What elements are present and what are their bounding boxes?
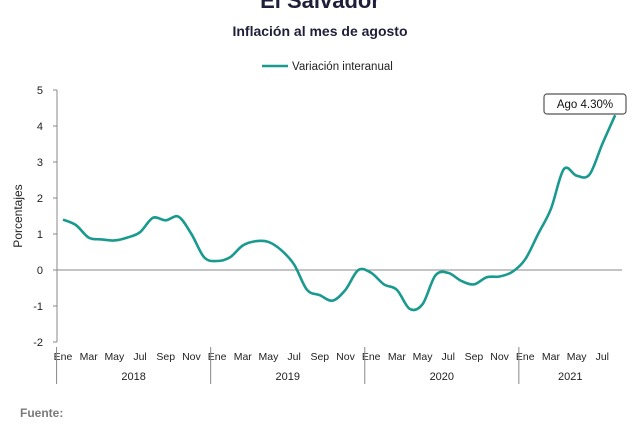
year-label: 2020 bbox=[430, 371, 454, 383]
x-tick-label: Mar bbox=[542, 351, 561, 363]
y-tick-label: 1 bbox=[37, 229, 43, 241]
x-tick-label: Ene bbox=[362, 351, 381, 363]
line-chart: -2 -1 0 1 2 3 4 5 Porcentajes Ene Mar May Jul Sep Nov E… bbox=[11, 61, 627, 384]
chart-title: El Salvador bbox=[260, 0, 380, 13]
x-tick-label: Sep bbox=[465, 351, 484, 363]
annotation-label: Ago 4.30% bbox=[557, 99, 613, 111]
x-tick-label: May bbox=[104, 351, 125, 363]
x-tick-label: Mar bbox=[234, 351, 253, 363]
x-tick-label: Ene bbox=[516, 351, 535, 363]
y-tick-label: 5 bbox=[37, 85, 43, 97]
y-tick-label: 0 bbox=[37, 265, 43, 277]
x-tick-label: Jul bbox=[287, 351, 300, 363]
source-label: Fuente: bbox=[20, 406, 64, 420]
x-tick-label: Jul bbox=[133, 351, 146, 363]
x-tick-label: May bbox=[259, 351, 280, 363]
year-label: 2018 bbox=[121, 371, 145, 383]
y-tick-label: -2 bbox=[33, 337, 43, 349]
x-tick-label: Nov bbox=[182, 351, 201, 363]
x-tick-label: Nov bbox=[336, 351, 355, 363]
x-tick-label: Mar bbox=[388, 351, 407, 363]
x-tick-label: Nov bbox=[490, 351, 509, 363]
x-tick-label: Jul bbox=[442, 351, 455, 363]
y-axis-label: Porcentajes bbox=[11, 184, 25, 247]
x-tick-label: Mar bbox=[80, 351, 99, 363]
y-tick-label: -1 bbox=[33, 301, 43, 313]
x-tick-label: Ene bbox=[54, 351, 73, 363]
x-tick-label: May bbox=[413, 351, 434, 363]
legend-label: Variación interanual bbox=[292, 61, 393, 73]
year-label: 2019 bbox=[275, 371, 299, 383]
x-tick-label: Ene bbox=[208, 351, 227, 363]
y-tick-label: 4 bbox=[37, 121, 43, 133]
y-tick-label: 3 bbox=[37, 157, 43, 169]
y-tick-label: 2 bbox=[37, 193, 43, 205]
x-tick-label: Sep bbox=[310, 351, 329, 363]
x-tick-label: May bbox=[567, 351, 588, 363]
x-tick-label: Sep bbox=[156, 351, 175, 363]
chart-subtitle: Inflación al mes de agosto bbox=[232, 23, 408, 39]
x-tick-label: Jul bbox=[596, 351, 609, 363]
series-line bbox=[62, 114, 617, 312]
year-label: 2021 bbox=[558, 371, 582, 383]
annotation-box bbox=[543, 93, 627, 115]
